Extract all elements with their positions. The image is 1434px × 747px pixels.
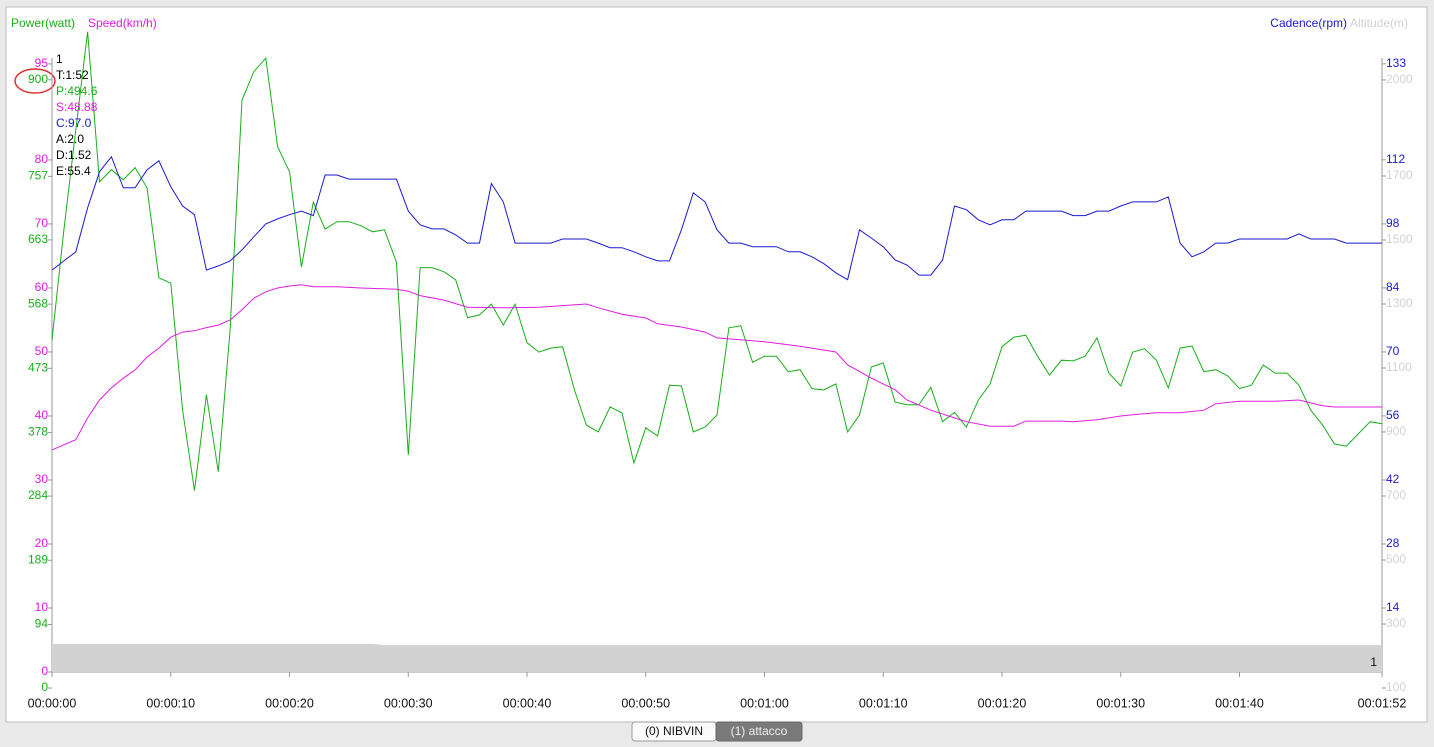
highlight-circle [14, 68, 56, 94]
y-tick-label: 500 [1386, 552, 1406, 566]
altitude-axis-title: Altitude(m) [1350, 16, 1408, 30]
y-tick-label: 757 [28, 169, 48, 183]
y-tick-label: 300 [1386, 616, 1406, 630]
tooltip-line: C:97.0 [56, 116, 92, 130]
tab-selected[interactable] [715, 721, 803, 742]
tooltip-line: D:1.52 [56, 148, 92, 162]
tooltip-line: P:494.6 [56, 84, 98, 98]
y-tick-label: 133 [1386, 56, 1406, 70]
altitude-area [52, 643, 1382, 672]
series-line [51, 284, 1382, 451]
y-tick-label: 284 [28, 488, 48, 502]
x-tick-label: 00:00:20 [265, 696, 314, 710]
lap-label: 1 [1370, 655, 1377, 669]
tab-label[interactable]: (0) NIBVIN [645, 724, 703, 738]
y-tick-label: 900 [1386, 424, 1406, 438]
x-tick-label: 00:01:40 [1215, 696, 1264, 710]
y-tick-label: 1700 [1386, 168, 1413, 182]
y-tick-label: 900 [28, 72, 48, 86]
y-tick-label: 2000 [1386, 72, 1413, 86]
series-line [51, 155, 1382, 281]
x-tick-label: 00:00:40 [503, 696, 552, 710]
y-tick-label: 50 [35, 344, 49, 358]
x-tick-label: 00:00:10 [146, 696, 195, 710]
y-tick-label: 70 [35, 216, 49, 230]
tab-label[interactable]: (1) attacco [731, 724, 788, 738]
tooltip-line: A:2.0 [56, 132, 84, 146]
tooltip-line: E:55.4 [56, 164, 91, 178]
y-tick-label: 28 [1386, 536, 1400, 550]
y-tick-label: 1500 [1386, 232, 1413, 246]
chart-panel [5, 6, 1428, 723]
y-tick-label: 663 [28, 232, 48, 246]
tooltip-line: S:48.88 [56, 100, 98, 114]
y-tick-label: 473 [28, 361, 48, 375]
x-tick-label: 00:01:00 [740, 696, 789, 710]
y-tick-label: 568 [28, 296, 48, 310]
y-tick-label: 84 [1386, 280, 1400, 294]
y-tick-label: 95 [35, 56, 49, 70]
x-tick-label: 00:00:00 [28, 696, 77, 710]
speed-axis-title: Speed(km/h) [88, 16, 157, 30]
y-tick-label: 14 [1386, 600, 1400, 614]
tooltip-line: 1 [56, 52, 63, 66]
y-tick-label: 94 [35, 617, 49, 631]
y-tick-label: 189 [28, 552, 48, 566]
x-tick-label: 00:01:52 [1358, 696, 1407, 710]
y-tick-label: 700 [1386, 488, 1406, 502]
power-axis-title: Power(watt) [11, 16, 75, 30]
x-tick-label: 00:01:10 [859, 696, 908, 710]
x-tick-label: 00:01:20 [978, 696, 1027, 710]
y-tick-label: 60 [35, 280, 49, 294]
y-tick-label: 1100 [1386, 360, 1412, 374]
x-tick-label: 00:01:30 [1096, 696, 1145, 710]
y-tick-label: 378 [28, 425, 48, 439]
y-tick-label: 112 [1386, 152, 1405, 166]
x-tick-label: 00:00:30 [384, 696, 433, 710]
y-tick-label: 30 [35, 472, 49, 486]
y-tick-label: 70 [1386, 344, 1400, 358]
tooltip-line: T:1:52 [56, 68, 89, 82]
y-tick-label: 0 [41, 680, 48, 694]
y-tick-label: 0 [41, 664, 48, 678]
y-tick-label: 20 [35, 536, 49, 550]
y-tick-label: 42 [1386, 472, 1400, 486]
y-tick-label: 98 [1386, 216, 1400, 230]
y-tick-label: 1300 [1386, 296, 1413, 310]
y-tick-label: 40 [35, 408, 49, 422]
cadence-axis-title: Cadence(rpm) [1270, 16, 1347, 30]
y-tick-label: 10 [35, 600, 49, 614]
x-tick-label: 00:00:50 [621, 696, 670, 710]
series-line [51, 31, 1383, 491]
y-tick-label: 100 [1386, 680, 1406, 694]
tab-bar: (0) NIBVIN (1) attacco [631, 721, 803, 742]
y-tick-label: 56 [1386, 408, 1400, 422]
y-tick-label: 80 [35, 152, 49, 166]
